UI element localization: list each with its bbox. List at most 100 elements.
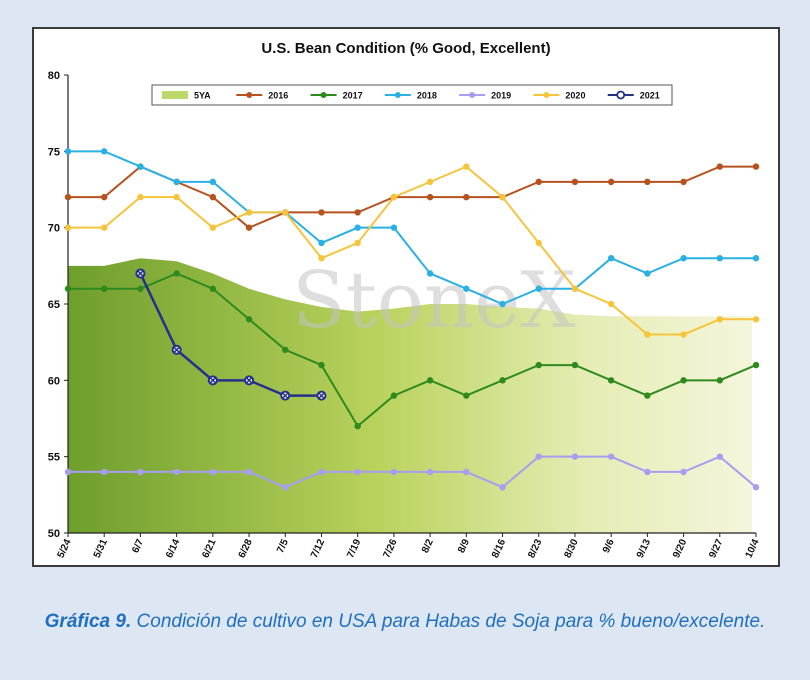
figure-caption: Gráfica 9. Condición de cultivo en USA p… [40, 608, 770, 636]
series-2020-point [571, 285, 579, 292]
series-2019-point [463, 468, 470, 476]
series-2021-point-mark [318, 392, 325, 399]
series-2018-point [644, 270, 651, 277]
series-2016-point [426, 193, 434, 201]
x-tick-label: 7/5 [275, 537, 291, 555]
series-2016-line [68, 165, 756, 229]
y-tick-label: 65 [48, 299, 60, 311]
series-2017-point [64, 285, 72, 292]
x-tick-label: 7/19 [345, 537, 363, 560]
series-2020-point [752, 316, 760, 323]
x-tick-label: 6/14 [164, 537, 182, 560]
series-2020-point [607, 300, 615, 308]
series-2019-point [390, 468, 398, 476]
series-2019-point [716, 453, 723, 460]
series-2020-line [68, 165, 756, 336]
series-2017-point [390, 392, 398, 399]
series-2016-point [318, 209, 325, 216]
series-2018-point [354, 224, 361, 231]
series-2019-point [571, 453, 579, 460]
series-2018-point [390, 224, 398, 231]
legend-marker-2016 [246, 92, 253, 98]
series-2019-point [318, 468, 325, 476]
series-2017-point [173, 270, 180, 277]
x-tick-label: 8/2 [420, 537, 436, 555]
legend-box [151, 84, 673, 106]
series-2019-point [680, 468, 687, 476]
y-tick-label: 50 [48, 528, 60, 540]
legend-marker-2021 [616, 90, 626, 100]
series-2021-point-mark [246, 377, 253, 384]
series-2021-line [139, 272, 322, 397]
x-tick-label: 7/12 [309, 537, 327, 560]
chart-title: U.S. Bean Condition (% Good, Excellent) [261, 40, 550, 57]
series-2017-point [282, 346, 289, 353]
series-2019-point [64, 468, 72, 476]
series-2019-point [173, 468, 180, 476]
series-2019-point [282, 484, 289, 491]
x-tick-label: 9/6 [601, 537, 617, 555]
series-2018-point [137, 163, 144, 170]
series-2020-point [282, 209, 289, 216]
series-2019-point [137, 468, 144, 476]
series-2017-point [209, 285, 217, 292]
legend-marker-2018 [394, 92, 401, 98]
x-tick-label: 10/4 [744, 537, 762, 560]
series-2019-point [499, 484, 506, 491]
series-2016-point [752, 163, 760, 170]
series-2019-point [101, 468, 108, 476]
series-2017-point [354, 422, 361, 430]
legend-label-2018: 2018 [417, 91, 437, 101]
series-2020-point [173, 193, 180, 201]
caption-text: Condición de cultivo en USA para Habas d… [131, 611, 766, 632]
series-2020-point [716, 316, 723, 323]
legend-swatch-5ya [162, 91, 188, 99]
legend-label-2020: 2020 [565, 91, 585, 101]
y-tick-label: 75 [48, 146, 60, 158]
stonex-watermark: StoneX [292, 256, 576, 346]
series-2017-point [499, 377, 506, 384]
series-2017-point [463, 392, 470, 399]
legend-label-2016: 2016 [268, 91, 288, 101]
series-2020-point [64, 224, 72, 231]
series-2020-point [137, 193, 144, 201]
caption-lead: Gráfica 9. [44, 611, 132, 632]
series-2019-point [752, 484, 760, 491]
series-2017-point [101, 285, 108, 292]
series-2019-point [354, 468, 361, 476]
series-2018-point [716, 255, 723, 262]
series-2018-point [463, 285, 470, 292]
series-2019-line [68, 455, 757, 489]
series-2017-point [752, 361, 760, 369]
series-2019-point [209, 468, 217, 476]
series-2020-point [426, 178, 434, 186]
series-2018-point [318, 239, 325, 247]
x-tick-label: 8/30 [562, 537, 580, 560]
series-2018-point [101, 148, 108, 155]
series-2018-point [535, 285, 542, 292]
series-2020-point [101, 224, 108, 231]
chart-frame: StoneX 50 55 60 65 70 75 80 5/24 5/31 6/7 6/14 6/21… [32, 27, 780, 567]
series-2016-point [354, 209, 361, 216]
y-tick-label: 60 [48, 375, 60, 387]
y-tick-label: 80 [48, 70, 60, 82]
x-tick-label: 7/26 [381, 537, 399, 560]
series-2018-point [607, 255, 615, 262]
series-2017-line [68, 272, 757, 428]
series-2018-point [752, 255, 760, 262]
series-2016-point [64, 193, 72, 201]
series-2018-point [209, 178, 217, 186]
series-2020-point [318, 255, 325, 262]
series-2016-point [535, 178, 542, 186]
series-2017-point [426, 377, 434, 384]
series-2020-point [680, 331, 687, 338]
x-tick-label: 5/31 [92, 537, 110, 560]
series-2017-point [137, 285, 144, 292]
series-2021-point-mark [137, 270, 144, 277]
series-2019-point [535, 453, 542, 460]
series-2018-point [64, 148, 72, 155]
legend-label-2019: 2019 [491, 91, 511, 101]
series-2018-point [173, 178, 180, 186]
series-2017-point [535, 361, 542, 369]
series-2017-point [716, 377, 723, 384]
